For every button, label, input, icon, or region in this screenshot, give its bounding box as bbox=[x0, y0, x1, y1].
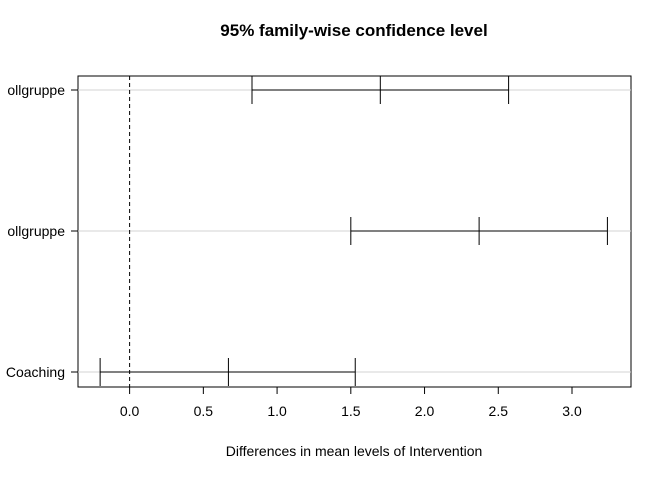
y-tick-label: ollgruppe bbox=[7, 82, 65, 98]
x-tick-label: 1.0 bbox=[267, 403, 287, 419]
x-tick-label: 2.0 bbox=[415, 403, 435, 419]
interval bbox=[251, 76, 510, 104]
x-tick-label: 3.0 bbox=[562, 403, 582, 419]
x-tick-label: 0.5 bbox=[194, 403, 214, 419]
x-axis: 0.0 0.5 1.0 1.5 2.0 2.5 3.0 bbox=[120, 386, 582, 419]
x-tick-label: 0.0 bbox=[120, 403, 140, 419]
chart-title: 95% family-wise confidence level bbox=[220, 21, 487, 40]
interval bbox=[350, 217, 608, 245]
interval bbox=[99, 358, 356, 386]
y-tick-label: Coaching bbox=[6, 364, 65, 380]
y-tick-label: ollgruppe bbox=[7, 223, 65, 239]
x-tick-label: 2.5 bbox=[489, 403, 509, 419]
x-axis-label: Differences in mean levels of Interventi… bbox=[226, 443, 483, 459]
x-tick-label: 1.5 bbox=[341, 403, 361, 419]
confidence-intervals bbox=[99, 76, 608, 386]
y-axis: ollgruppe ollgruppe Coaching bbox=[6, 82, 78, 380]
